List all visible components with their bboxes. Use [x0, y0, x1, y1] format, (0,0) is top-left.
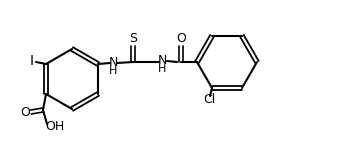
Text: H: H [158, 64, 166, 74]
Text: H: H [109, 66, 117, 76]
Text: OH: OH [46, 119, 65, 133]
Text: I: I [30, 54, 34, 68]
Text: N: N [157, 55, 167, 67]
Text: O: O [176, 31, 186, 45]
Text: O: O [20, 106, 30, 118]
Text: N: N [108, 57, 118, 70]
Text: Cl: Cl [203, 94, 215, 106]
Text: S: S [129, 31, 137, 45]
